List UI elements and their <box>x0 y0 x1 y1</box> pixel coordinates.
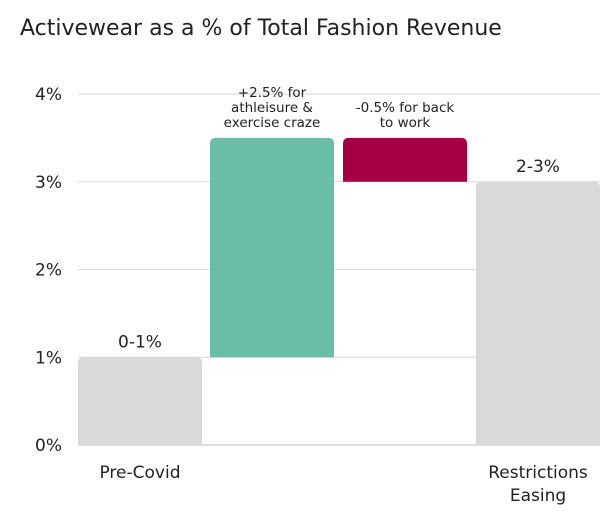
bar-decrease <box>343 137 467 182</box>
bar-value-label: 0-1% <box>118 332 162 352</box>
y-axis-ticks: 0% 1% 2% 3% 4% <box>35 85 62 456</box>
bar-annotation-line: to work <box>380 115 431 131</box>
category-label: Restrictions <box>488 463 588 483</box>
y-tick-label: 1% <box>35 348 62 368</box>
category-label: Easing <box>510 486 566 506</box>
bar-annotation-line: exercise craze <box>224 115 321 131</box>
bars <box>78 137 600 445</box>
category-label: Pre-Covid <box>99 463 180 483</box>
y-tick-label: 2% <box>35 261 62 281</box>
category-labels: Pre-Covid Restrictions Easing <box>99 463 587 506</box>
chart-title: Activewear as a % of Total Fashion Reven… <box>20 16 502 41</box>
bar-total <box>78 357 202 445</box>
y-tick-label: 4% <box>35 85 62 105</box>
bar-annotation-line: athleisure & <box>231 100 313 116</box>
y-tick-label: 3% <box>35 173 62 193</box>
bar-total <box>476 181 600 445</box>
bar-increase <box>210 137 334 358</box>
bar-value-label: 2-3% <box>516 157 560 177</box>
bar-annotation-line: -0.5% for back <box>356 100 455 116</box>
bar-annotation-line: +2.5% for <box>238 85 307 101</box>
y-tick-label: 0% <box>35 436 62 456</box>
